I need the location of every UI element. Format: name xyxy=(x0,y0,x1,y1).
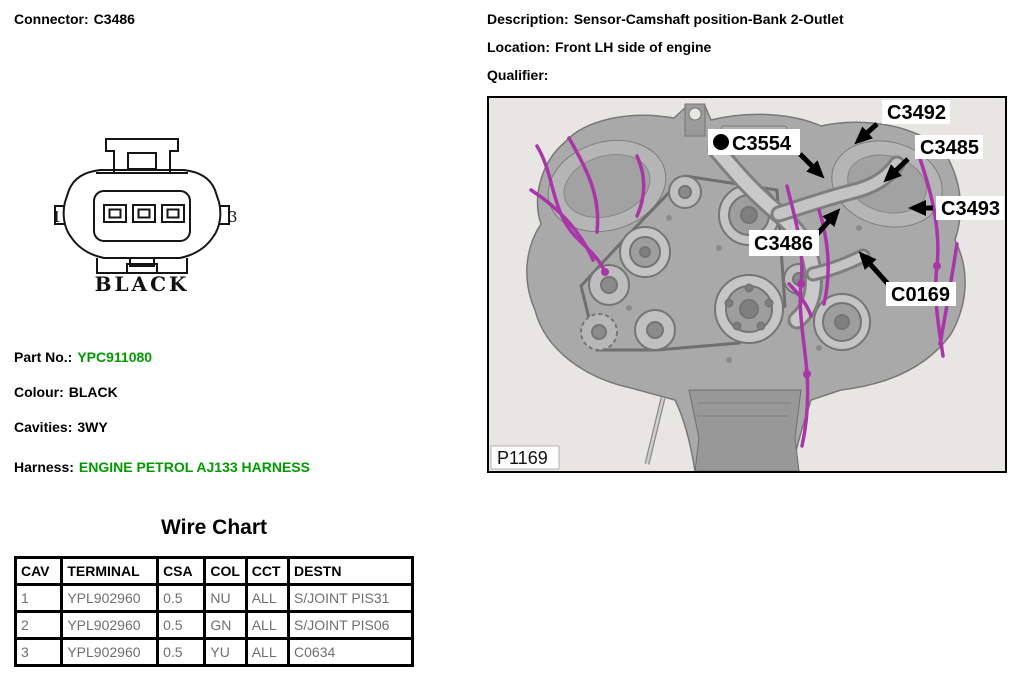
description-label: Description: xyxy=(487,11,569,27)
cell-col: YU xyxy=(203,637,248,667)
c0169-arrow-icon xyxy=(858,251,890,286)
terminal-1 xyxy=(103,204,127,223)
connector-face-drawing: 1 3 BLACK xyxy=(50,136,240,296)
qualifier-line: Qualifier: xyxy=(487,67,553,83)
c3485-arrow-icon xyxy=(883,157,910,183)
part-no-value[interactable]: YPC911080 xyxy=(77,349,153,365)
connector-heading: Connector: C3486 xyxy=(14,11,135,27)
connector-feet xyxy=(96,258,188,274)
callout-c3493: C3493 xyxy=(936,196,1004,220)
figure-photo-id-label: P1169 xyxy=(497,448,548,468)
oil-pan xyxy=(688,389,802,471)
colour-value: BLACK xyxy=(68,384,118,400)
cavities-label: Cavities: xyxy=(14,419,73,435)
cell-terminal: YPL902960 xyxy=(60,637,160,667)
pulleys xyxy=(580,175,871,351)
connector-lock-tab xyxy=(105,138,179,174)
table-row: 3 YPL902960 0.5 YU ALL C0634 xyxy=(13,637,414,667)
location-line: Location: Front LH side of engine xyxy=(487,39,711,55)
callout-c3492: C3492 xyxy=(882,100,950,124)
callout-c3486-label: C3486 xyxy=(754,233,813,255)
bullet-icon xyxy=(713,134,729,150)
pin-number-first: 1 xyxy=(52,208,62,226)
harness-line: Harness: ENGINE PETROL AJ133 HARNESS xyxy=(14,459,310,475)
connector-face-svg: 1 3 BLACK xyxy=(52,138,238,296)
callout-c3486: C3486 xyxy=(749,230,819,256)
connector-right-notch xyxy=(219,205,230,225)
terminal-3 xyxy=(161,204,185,223)
connector-label: Connector: xyxy=(14,11,89,27)
cell-cct: ALL xyxy=(244,583,291,613)
description-line: Description: Sensor-Camshaft position-Ban… xyxy=(487,11,844,27)
connector-shell-outline xyxy=(62,169,222,259)
cell-cav: 2 xyxy=(13,610,64,640)
qualifier-label: Qualifier: xyxy=(487,67,549,83)
engine-illustration: C3554 C3492 C3485 C3493 C3486 C0169 P116… xyxy=(489,98,1005,471)
connector-bottom-notch xyxy=(129,258,155,267)
connector-value: C3486 xyxy=(93,11,135,27)
callout-c3492-label: C3492 xyxy=(887,102,946,124)
callout-c3554: C3554 xyxy=(708,129,800,155)
cell-cav: 3 xyxy=(13,637,64,667)
terminal-2-slot xyxy=(137,208,151,219)
cell-destn: C0634 xyxy=(287,637,414,667)
col-header-cav: CAV xyxy=(13,556,64,586)
cell-csa: 0.5 xyxy=(156,583,207,613)
cell-csa: 0.5 xyxy=(156,637,207,667)
cell-destn: S/JOINT PIS31 xyxy=(287,583,414,613)
part-no-line: Part No.: YPC911080 xyxy=(14,349,152,365)
colour-line: Colour: BLACK xyxy=(14,384,118,400)
figure-photo-id: P1169 xyxy=(490,445,560,470)
terminal-2 xyxy=(132,204,156,223)
cell-terminal: YPL902960 xyxy=(60,610,160,640)
cell-cct: ALL xyxy=(244,637,291,667)
table-header-row: CAV TERMINAL CSA COL CCT DESTN xyxy=(13,556,414,586)
cell-col: GN xyxy=(203,610,248,640)
connector-lock-window xyxy=(127,152,157,170)
engine-location-figure: C3554 C3492 C3485 C3493 C3486 C0169 P116… xyxy=(487,96,1007,473)
col-header-terminal: TERMINAL xyxy=(60,556,160,586)
pin-number-last: 3 xyxy=(228,208,238,226)
harness-value[interactable]: ENGINE PETROL AJ133 HARNESS xyxy=(78,459,310,475)
col-header-col: COL xyxy=(203,556,248,586)
table-row: 1 YPL902960 0.5 NU ALL S/JOINT PIS31 xyxy=(13,583,414,613)
housing-color-label: BLACK xyxy=(95,272,190,296)
c3554-arrow-icon xyxy=(798,152,825,179)
wire-chart: CAV TERMINAL CSA COL CCT DESTN 1 YPL9029… xyxy=(13,556,414,667)
col-header-destn: DESTN xyxy=(287,556,414,586)
cell-destn: S/JOINT PIS06 xyxy=(287,610,414,640)
description-value: Sensor-Camshaft position-Bank 2-Outlet xyxy=(573,11,844,27)
part-no-label: Part No.: xyxy=(14,349,73,365)
harness-label: Harness: xyxy=(14,459,74,475)
col-header-cct: CCT xyxy=(244,556,291,586)
cavities-line: Cavities: 3WY xyxy=(14,419,108,435)
col-header-csa: CSA xyxy=(156,556,207,586)
callout-c0169: C0169 xyxy=(886,282,956,306)
cell-cav: 1 xyxy=(13,583,64,613)
callout-c3554-label: C3554 xyxy=(732,133,792,155)
wire-chart-grid: CAV TERMINAL CSA COL CCT DESTN 1 YPL9029… xyxy=(13,556,414,667)
cell-col: NU xyxy=(203,583,248,613)
table-row: 2 YPL902960 0.5 GN ALL S/JOINT PIS06 xyxy=(13,610,414,640)
callout-c0169-label: C0169 xyxy=(891,284,950,306)
terminal-1-slot xyxy=(108,208,122,219)
cell-terminal: YPL902960 xyxy=(60,583,160,613)
cell-csa: 0.5 xyxy=(156,610,207,640)
location-label: Location: xyxy=(487,39,550,55)
callout-c3485-label: C3485 xyxy=(920,137,979,159)
location-value: Front LH side of engine xyxy=(555,39,712,55)
callout-c3485: C3485 xyxy=(915,135,983,159)
colour-label: Colour: xyxy=(14,384,64,400)
terminal-3-slot xyxy=(166,208,180,219)
wire-chart-title: Wire Chart xyxy=(161,516,267,539)
connector-cavity-block xyxy=(93,190,191,242)
cavities-value: 3WY xyxy=(77,419,108,435)
callout-c3493-label: C3493 xyxy=(941,198,1000,220)
cell-cct: ALL xyxy=(244,610,291,640)
c3492-arrow-icon xyxy=(854,122,879,145)
connector-left-notch xyxy=(54,205,65,225)
harness-highlight xyxy=(529,136,959,448)
